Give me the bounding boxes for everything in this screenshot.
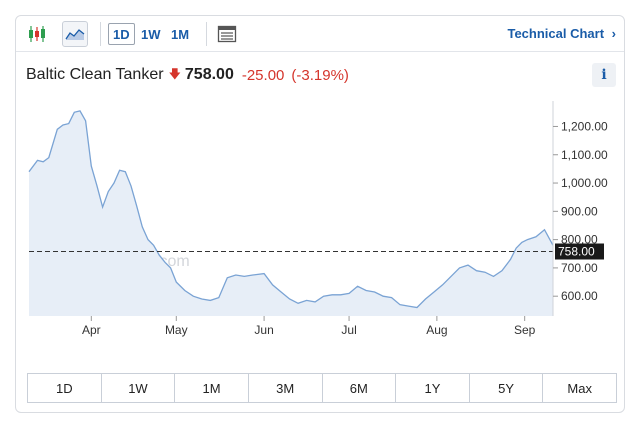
y-tick-label: 900.00	[561, 204, 598, 218]
chart-widget: 1D 1W 1M Technical Chart › Baltic Clean …	[15, 15, 625, 413]
down-arrow-icon: 🡇	[168, 66, 181, 81]
instrument-name: Baltic Clean Tanker	[26, 66, 164, 83]
last-value-label: 758.00	[558, 245, 595, 259]
price-chart: Investing.com1,200.001,100.001,000.00900…	[28, 101, 608, 337]
toolbar-divider	[206, 22, 207, 46]
price-area	[29, 110, 553, 317]
period-button-1m[interactable]: 1M	[175, 374, 249, 402]
period-button-6m[interactable]: 6M	[323, 374, 397, 402]
x-tick-label: Sep	[514, 323, 536, 337]
y-tick-label: 1,100.00	[561, 148, 608, 162]
price-change: -25.00	[241, 66, 285, 84]
candlestick-icon[interactable]	[24, 21, 50, 47]
price-line	[28, 110, 554, 309]
period-button-5y[interactable]: 5Y	[470, 374, 544, 402]
quote-header: Baltic Clean Tanker 🡇 758.00 -25.00 (-3.…	[26, 64, 349, 86]
range-1w-button[interactable]: 1W	[141, 26, 161, 42]
chevron-right-icon: ›	[611, 26, 616, 41]
period-button-1d[interactable]: 1D	[28, 374, 102, 402]
x-tick-label: Jul	[341, 323, 356, 337]
x-tick-label: Aug	[426, 323, 447, 337]
last-price: 758.00	[184, 66, 234, 83]
range-1d-button[interactable]: 1D	[108, 23, 135, 45]
x-tick-label: May	[165, 323, 188, 337]
info-button[interactable]: i	[592, 63, 616, 87]
x-tick-label: Apr	[82, 323, 101, 337]
price-change-percent: (-3.19%)	[291, 66, 349, 84]
y-tick-label: 1,000.00	[561, 176, 608, 190]
period-button-1y[interactable]: 1Y	[396, 374, 470, 402]
period-button-max[interactable]: Max	[567, 380, 592, 396]
toolbar-divider	[100, 22, 101, 46]
toolbar: 1D 1W 1M Technical Chart ›	[16, 16, 624, 52]
y-tick-label: 600.00	[561, 289, 598, 303]
range-1m-button[interactable]: 1M	[171, 26, 190, 42]
area-chart-icon[interactable]	[62, 21, 88, 47]
period-selector: 1D 1W 1M 3M 6M 1Y 5Y Max	[27, 373, 617, 403]
y-tick-label: 800.00	[561, 233, 598, 247]
last-value-badge	[555, 243, 604, 260]
period-button-3m[interactable]: 3M	[249, 374, 323, 402]
technical-chart-label: Technical Chart	[507, 26, 605, 41]
y-tick-label: 700.00	[561, 261, 598, 275]
table-icon[interactable]	[214, 21, 240, 47]
y-tick-label: 1,200.00	[561, 119, 608, 133]
period-button-1w[interactable]: 1W	[102, 374, 176, 402]
x-tick-label: Jun	[254, 323, 273, 337]
technical-chart-link[interactable]: Technical Chart ›	[507, 26, 616, 41]
